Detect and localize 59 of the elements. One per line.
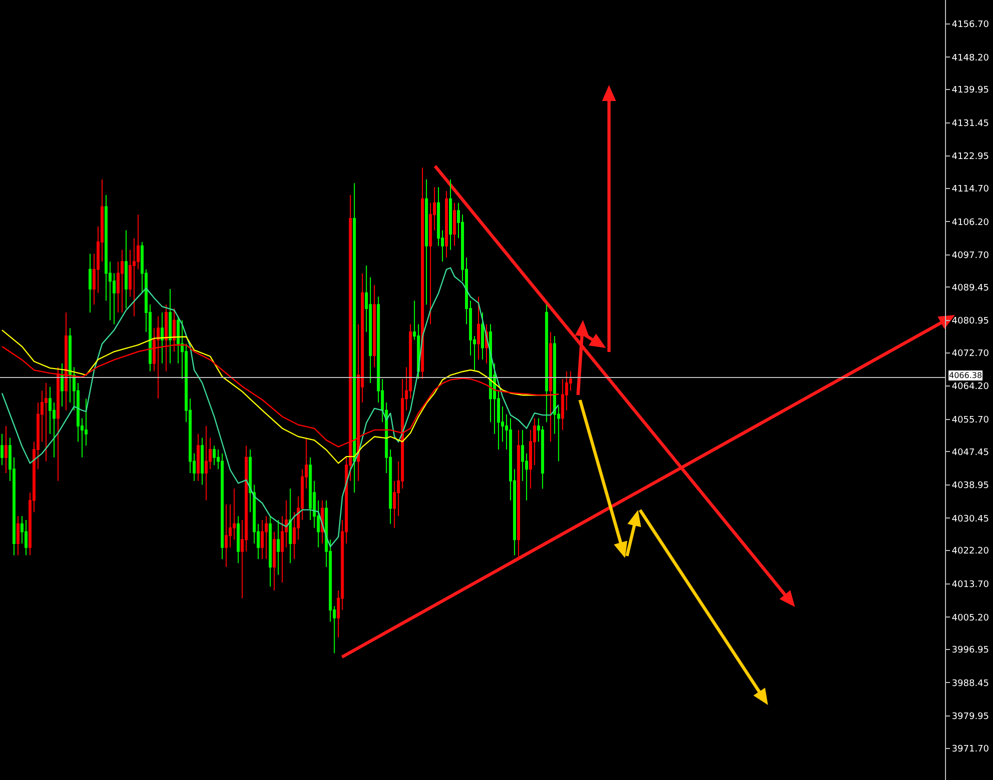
- y-tick-label: 4114.70: [952, 184, 990, 194]
- line-series: [1, 267, 560, 548]
- y-tick-label: 4097.70: [952, 251, 990, 262]
- candlestick: [449, 178, 452, 250]
- candlestick: [444, 190, 448, 258]
- candlestick: [4, 426, 8, 474]
- candlestick: [44, 382, 48, 462]
- y-tick-label: 3979.95: [952, 712, 990, 722]
- candlestick: [120, 249, 124, 313]
- candlestick: [276, 520, 280, 576]
- candlestick: [24, 520, 28, 556]
- ref-line-label: 4066.38: [949, 371, 982, 380]
- candlestick: [372, 284, 376, 368]
- y-tick-label: 4013.70: [952, 580, 990, 590]
- candlestick: [288, 488, 292, 564]
- candlestick: [196, 433, 200, 482]
- candlestick: [204, 426, 208, 501]
- y-tick-label: 4089.45: [952, 283, 990, 294]
- y-tick-label: 4148.20: [952, 53, 990, 64]
- y-tick-label: 4005.20: [952, 613, 990, 624]
- candlestick: [124, 230, 128, 310]
- y-tick-label: 3971.70: [952, 744, 990, 754]
- y-tick-label: 4064.20: [952, 382, 990, 392]
- y-tick-label: 4139.95: [952, 86, 990, 96]
- candlestick: [16, 516, 20, 556]
- candlestick: [224, 504, 228, 568]
- y-tick-label: 3988.45: [952, 678, 990, 689]
- y-tick-label: 3996.95: [952, 646, 990, 656]
- y-tick-label: 4156.70: [952, 20, 990, 30]
- candlestick: [352, 182, 356, 494]
- candlestick: [200, 437, 204, 486]
- y-tick-label: 4038.95: [952, 481, 990, 492]
- candlestick: [424, 178, 428, 306]
- candlestick: [481, 312, 484, 360]
- candlestick: [160, 312, 164, 364]
- y-tick-label: 4122.95: [952, 152, 990, 162]
- candlestick: [272, 531, 276, 591]
- candlestick: [212, 445, 216, 466]
- candlestick: [477, 296, 480, 360]
- candlestick: [60, 362, 64, 407]
- candlestick: [453, 202, 456, 246]
- y-tick-label: 4131.45: [952, 118, 990, 129]
- y-tick-label: 4080.95: [952, 316, 990, 327]
- y-tick-label: 4030.45: [952, 514, 990, 524]
- candlestick: [264, 516, 268, 560]
- y-tick-label: 4022.20: [952, 546, 990, 557]
- candlestick: [88, 253, 92, 313]
- y-tick-label: 4106.20: [952, 218, 990, 228]
- candlestick: [168, 288, 172, 364]
- candlestick: [268, 516, 272, 588]
- y-tick-label: 4072.70: [952, 348, 990, 359]
- candlestick: [420, 167, 424, 380]
- y-tick-label: 4055.70: [952, 416, 990, 426]
- y-tick-label: 4047.45: [952, 448, 990, 458]
- candlestick: [517, 429, 520, 560]
- candlestick: [260, 520, 264, 560]
- candlestick: [236, 516, 240, 564]
- candlestick: [0, 433, 4, 466]
- candlestick: [545, 304, 548, 423]
